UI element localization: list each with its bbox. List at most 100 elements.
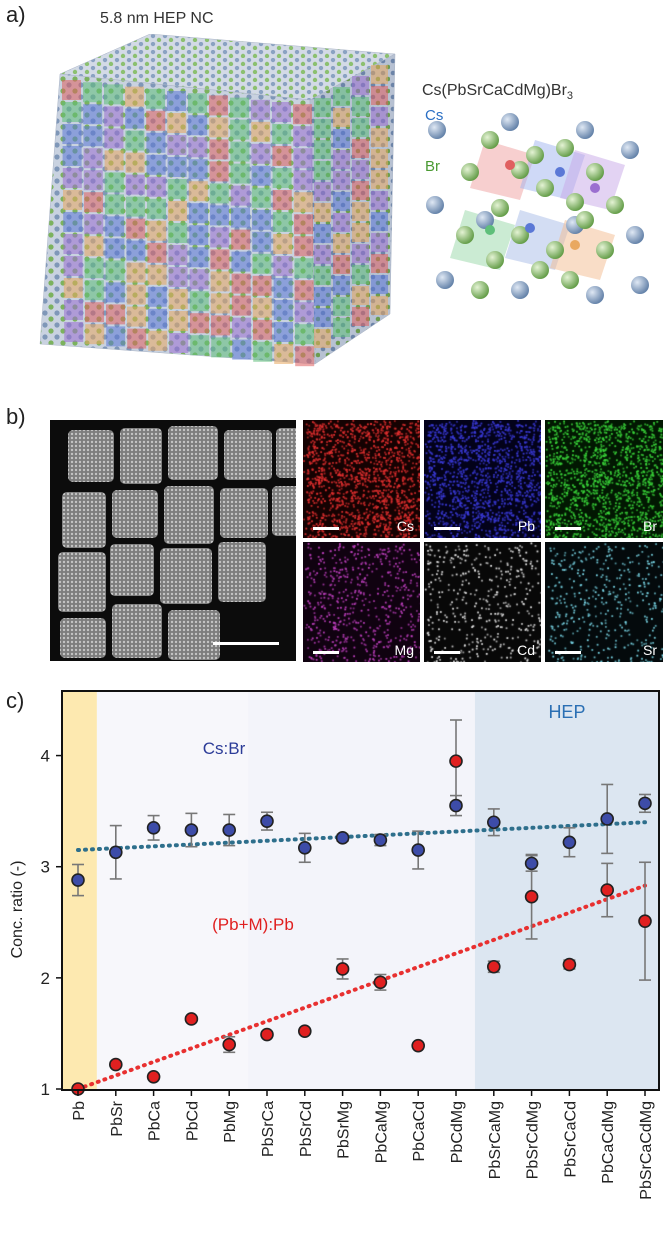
pb-reference-band: [62, 691, 97, 1090]
metal-atom: [555, 167, 565, 177]
cube-metal-block: [293, 104, 312, 125]
cube-metal-block: [147, 286, 167, 307]
cube-metal-block: [314, 182, 331, 201]
cube-metal-block: [333, 234, 350, 253]
cube-metal-block: [314, 329, 331, 348]
nanocube: [58, 552, 106, 612]
cube-metal-block: [272, 190, 292, 210]
cube-metal-block: [190, 313, 209, 334]
cs-atom: [576, 121, 594, 139]
cube-metal-block: [352, 118, 369, 137]
cube-metal-block: [167, 157, 187, 177]
cube-metal-block: [273, 300, 293, 320]
cube-metal-block: [352, 76, 369, 95]
cube-metal-block: [333, 87, 350, 106]
cube-metal-block: [188, 181, 208, 202]
cube-metal-block: [83, 104, 103, 125]
cube-metal-block: [167, 179, 187, 199]
cube-metal-block: [83, 82, 102, 103]
scale-bar: [313, 527, 339, 530]
cube-metal-block: [146, 132, 166, 153]
concentration-ratio-chart: 1 2 3 4 Pb PbSr PbCa PbCd PbMg PbSrCa PbSrCd PbSrM…: [9, 690, 660, 1200]
cube-metal-block: [84, 280, 104, 301]
metal-atom: [525, 223, 535, 233]
cube-metal-block: [104, 84, 123, 105]
cube-metal-block: [169, 311, 188, 331]
cube-metal-block: [210, 205, 229, 226]
cube-metal-block: [232, 339, 252, 360]
cube-metal-block: [147, 220, 167, 241]
scale-bar: [434, 527, 460, 530]
cube-metal-block: [352, 181, 369, 200]
cube-metal-block: [210, 249, 230, 270]
cube-metal-block: [230, 97, 249, 118]
cube-metal-block: [84, 258, 104, 279]
binary-band: [96, 691, 249, 1090]
cube-metal-block: [251, 121, 271, 142]
cube-metal-block: [333, 276, 350, 295]
cube-metal-block: [85, 302, 104, 323]
cube-metal-block: [169, 333, 189, 353]
cube-metal-block: [127, 306, 146, 327]
x-tick-label: PbMg: [222, 1101, 239, 1143]
cube-metal-block: [62, 102, 82, 122]
x-tick-label: PbCd: [184, 1101, 201, 1141]
cube-metal-block: [273, 256, 293, 276]
cube-metal-block: [211, 337, 231, 358]
cube-metal-block: [371, 128, 388, 147]
cube-metal-block: [106, 304, 125, 325]
cube-metal-block: [105, 260, 125, 281]
cube-metal-block: [189, 225, 209, 246]
y-tick-label: 1: [41, 1080, 50, 1099]
cube-metal-block: [126, 240, 146, 261]
br-atom: [576, 211, 594, 229]
cube-metal-block: [63, 234, 83, 254]
nanocube: [60, 618, 106, 658]
nanocube: [272, 486, 296, 536]
formula-title: Cs(PbSrCaCdMg)Br3: [422, 82, 573, 102]
cube-metal-block: [314, 308, 331, 327]
eds-map-mg: Mg: [303, 542, 420, 662]
cs-atom: [476, 211, 494, 229]
eds-map-cs-canvas: [303, 420, 420, 538]
x-tick-label: PbCdMg: [449, 1101, 466, 1163]
x-tick-label: PbSrCa: [260, 1101, 277, 1157]
br-atom: [586, 163, 604, 181]
cube-metal-block: [371, 275, 388, 294]
br-atom: [566, 193, 584, 211]
cube-metal-block: [209, 117, 229, 138]
pbm-point: [146, 1069, 161, 1084]
scale-bar: [555, 651, 581, 654]
y-tick-label: 2: [41, 969, 50, 988]
pbm-point: [600, 883, 615, 897]
nanocube: [164, 486, 214, 544]
cube-metal-block: [126, 284, 146, 305]
cube-metal-block: [352, 97, 369, 116]
eds-map-pb-canvas: [424, 420, 541, 538]
x-tick-label: PbCaCdMg: [600, 1101, 617, 1184]
eds-map-sr-canvas: [545, 542, 663, 662]
cube-metal-block: [272, 146, 292, 166]
cube-metal-block: [63, 190, 82, 210]
haadf-stem-image: [50, 420, 296, 661]
cube-metal-block: [352, 286, 369, 305]
cube-metal-block: [210, 293, 230, 314]
csbr-series-label: Cs:Br: [203, 739, 246, 758]
x-tick-label: PbSr: [109, 1100, 126, 1136]
pbm-point: [562, 957, 577, 972]
x-tick-label: PbCaMg: [373, 1101, 390, 1163]
nanocube: [276, 428, 296, 478]
cube-metal-block: [64, 300, 83, 320]
cube-metal-block: [230, 163, 250, 184]
eds-map-label-cs: Cs: [396, 518, 414, 534]
y-axis-label: Conc. ratio (-): [9, 861, 26, 959]
csbr-point: [411, 843, 426, 857]
y-tick-label: 4: [41, 747, 50, 766]
br-atom: [536, 179, 554, 197]
x-tick-label: PbSrCaCd: [562, 1101, 579, 1177]
cube-metal-block: [125, 152, 145, 173]
br-atom: [561, 271, 579, 289]
cube-metal-block: [352, 223, 369, 242]
cube-metal-block: [272, 102, 291, 122]
cube-metal-block: [293, 192, 313, 213]
